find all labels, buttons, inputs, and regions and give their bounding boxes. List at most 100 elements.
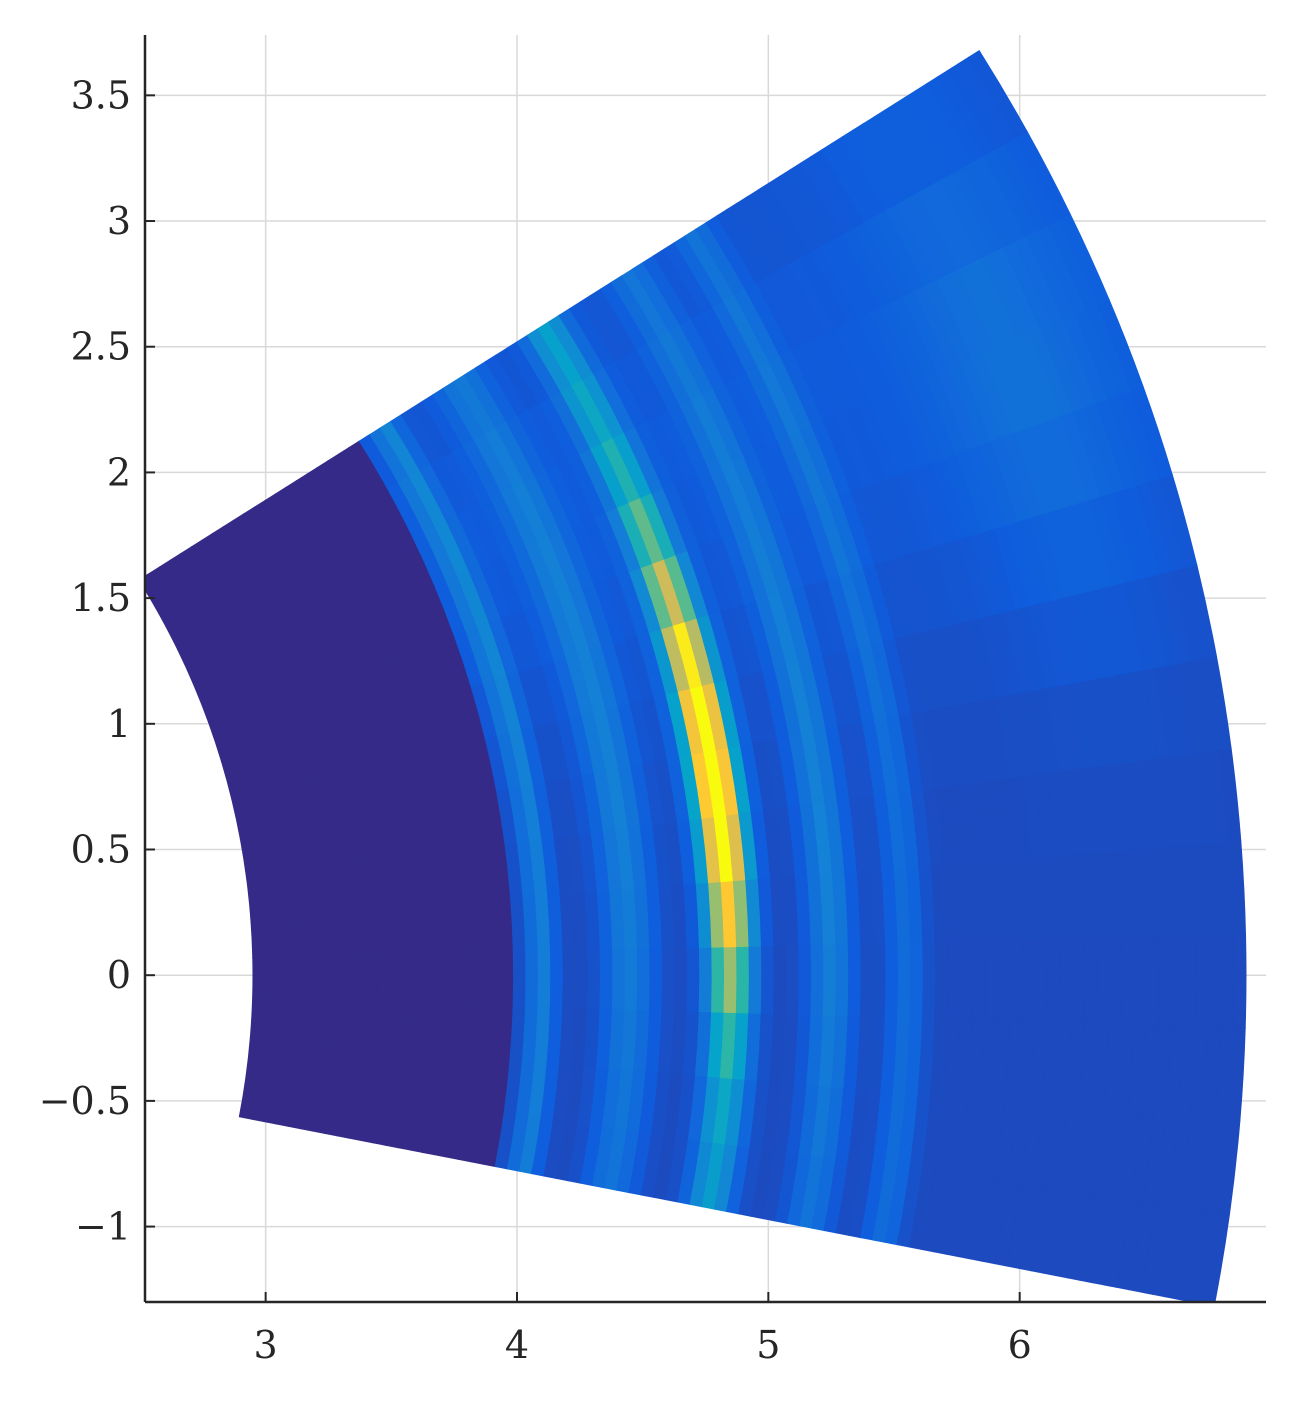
y-axis-ticks: −1 −0.5 0 0.5 1 1.5 2 2.5 3 3.5 (39, 73, 155, 1249)
heatmap-cell (450, 952, 465, 1005)
axes (143, 35, 1266, 1304)
heatmap-cell (959, 940, 974, 1021)
heatmap-cell (1219, 934, 1235, 1029)
heatmap-cell (314, 955, 329, 1001)
heatmap-cell (611, 948, 626, 1010)
heatmap-cell (773, 944, 788, 1015)
heatmap-cell (983, 939, 999, 1022)
heatmap-cell (1095, 937, 1110, 1025)
heatmap-cell (562, 949, 577, 1009)
heatmap-cell (921, 941, 937, 1020)
y-tick-label: 3.5 (71, 73, 131, 117)
heatmap-cell (326, 955, 341, 1002)
x-tick-label: 3 (254, 1323, 278, 1367)
heatmap-cell (1182, 935, 1197, 1028)
heatmap-cell (500, 951, 515, 1007)
heatmap-cell (1120, 936, 1135, 1026)
heatmap-cell (388, 953, 403, 1003)
y-tick-label: 1 (107, 702, 131, 746)
heatmap-cell (549, 949, 564, 1008)
heatmap-cell (425, 952, 440, 1005)
heatmap-cell (376, 954, 391, 1003)
y-tick-label: 2.5 (71, 325, 131, 369)
heatmap-cell (1021, 938, 1036, 1023)
heatmap-cell (897, 941, 912, 1019)
y-tick-label: 3 (107, 199, 131, 243)
x-tick-label: 4 (505, 1323, 529, 1367)
heatmap-cell (822, 943, 837, 1017)
y-tick-label: 0.5 (71, 828, 131, 872)
heatmap-cell (859, 942, 875, 1018)
heatmap-cell (934, 940, 949, 1020)
y-tick-label: 0 (107, 953, 131, 997)
heatmap-cell (289, 956, 304, 1000)
heatmap-cell (487, 951, 502, 1006)
heatmap-cell (686, 946, 701, 1012)
heatmap-cell (438, 952, 453, 1005)
heatmap-cell (1046, 938, 1061, 1023)
heatmap-cell (624, 948, 639, 1011)
heatmap-cell (462, 951, 478, 1006)
heatmap-sector (145, 50, 1247, 1302)
heatmap-cell (599, 948, 614, 1010)
heatmap-cell (698, 946, 713, 1013)
heatmap-cell (413, 953, 428, 1004)
heatmap-cell (884, 942, 899, 1018)
heatmap-cell (276, 956, 291, 1000)
y-tick-label: −1 (75, 1205, 131, 1249)
heatmap-cell (1194, 934, 1210, 1028)
heatmap-cell (1157, 935, 1173, 1027)
heatmap-cell (835, 943, 850, 1017)
heatmap-cell (1058, 938, 1073, 1024)
heatmap-cell (748, 945, 763, 1014)
heatmap-cell (636, 947, 651, 1011)
heatmap-cell (872, 942, 887, 1018)
heatmap-cell (1145, 935, 1160, 1026)
heatmap-cell (1070, 937, 1086, 1024)
heatmap-cell (587, 949, 602, 1009)
heatmap-cell (301, 955, 316, 1001)
heatmap-cell (264, 956, 279, 1000)
heatmap-cell (797, 944, 813, 1016)
heatmap-cell (661, 947, 676, 1012)
heatmap-cell (735, 945, 751, 1014)
heatmap-cell (847, 942, 862, 1017)
heatmap-cell (525, 950, 540, 1008)
heatmap-cell (537, 950, 552, 1008)
heatmap-cell (909, 941, 924, 1019)
heatmap-cell (996, 939, 1011, 1022)
heatmap-cell (673, 947, 689, 1012)
heatmap-cell (971, 940, 986, 1021)
heatmap-cell (400, 953, 416, 1004)
heatmap-cell (574, 949, 589, 1009)
heatmap-cell (363, 954, 378, 1003)
heatmap-cell (785, 944, 800, 1015)
heatmap-cell (967, 50, 1028, 139)
heatmap-cell (1033, 938, 1048, 1023)
heatmap-cell (512, 950, 527, 1007)
heatmap-cell (252, 956, 267, 999)
heatmap-cell (1232, 933, 1247, 1029)
heatmap-cell (723, 945, 738, 1014)
x-tick-label: 6 (1008, 1323, 1032, 1367)
heatmap-cell (810, 943, 825, 1016)
heatmap-cell (711, 946, 726, 1013)
heatmap-cell (946, 940, 962, 1020)
heatmap-cell (1108, 936, 1123, 1025)
heatmap-cell (1170, 935, 1185, 1027)
heatmap-cell (475, 951, 490, 1006)
heatmap-cell (1083, 937, 1098, 1025)
x-tick-label: 5 (756, 1323, 780, 1367)
y-tick-label: 2 (107, 450, 131, 494)
heatmap-cell (1008, 939, 1024, 1022)
heatmap-cell (351, 954, 366, 1002)
heatmap-cell (338, 954, 353, 1002)
heatmap-cell (649, 947, 664, 1011)
heatmap-cell (760, 944, 775, 1015)
y-tick-label: 1.5 (71, 576, 131, 620)
heatmap-cell (1207, 934, 1222, 1028)
heatmap-cell (1132, 936, 1148, 1026)
y-tick-label: −0.5 (39, 1079, 131, 1123)
x-axis-ticks: 3 4 5 6 (254, 1292, 1032, 1367)
